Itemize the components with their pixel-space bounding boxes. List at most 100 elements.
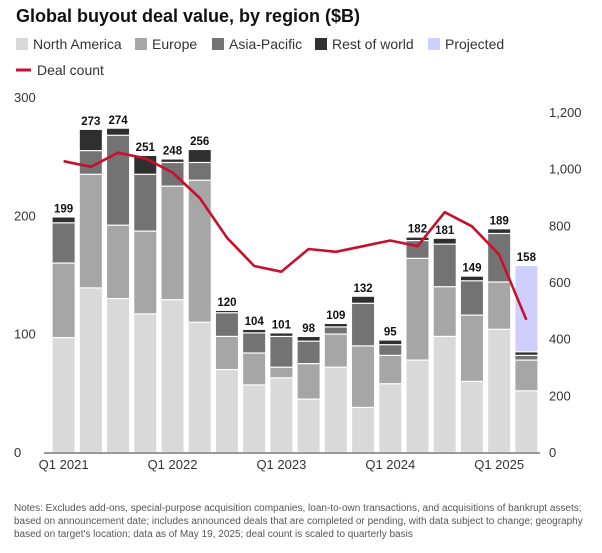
bar-segment — [433, 287, 456, 336]
left-axis: 0 100 200 300 — [14, 90, 36, 460]
bar-segment — [79, 151, 102, 174]
note-line: based on announcement date; includes ann… — [14, 516, 583, 527]
bar-segment — [270, 337, 293, 367]
legend-swatch — [315, 38, 327, 50]
legend-label: Projected — [445, 36, 504, 52]
bar-segment — [107, 225, 130, 298]
bar-segment — [297, 341, 320, 364]
y-right-tick: 400 — [549, 332, 571, 347]
bar-segment — [379, 355, 402, 384]
total-label: 98 — [302, 323, 315, 335]
bar-segment — [107, 128, 130, 135]
x-tick-label: Q1 2025 — [474, 457, 524, 472]
bar-segment — [379, 384, 402, 452]
total-label: 109 — [326, 310, 345, 322]
legend-label: Deal count — [37, 62, 104, 78]
deal-count-line-group — [63, 151, 528, 321]
bar-segment — [188, 180, 211, 322]
bar-segment — [161, 300, 184, 452]
bar-segment — [488, 282, 511, 329]
bar-segment — [134, 314, 157, 452]
bar-segment — [488, 229, 511, 233]
bar-segment — [460, 276, 483, 281]
bar-segment — [215, 311, 238, 313]
bar-segment — [515, 391, 538, 452]
bar-segment — [379, 340, 402, 345]
bar-segment — [79, 174, 102, 288]
bar-segment — [134, 174, 157, 231]
note-line: Notes: Excludes add-ons, special-purpose… — [14, 503, 582, 514]
bar-segment — [515, 360, 538, 391]
bar-segment — [324, 334, 347, 367]
bar-segment — [52, 217, 75, 223]
bar-segment — [352, 303, 375, 346]
bar-segment — [52, 263, 75, 338]
y-left-tick: 0 — [14, 445, 21, 460]
total-label: 101 — [272, 319, 292, 331]
bar-segment — [433, 238, 456, 244]
total-label: 182 — [408, 224, 427, 236]
bars — [52, 128, 538, 452]
bar-segment — [270, 367, 293, 378]
total-label: 104 — [245, 316, 265, 328]
legend: North America Europe Asia-Pacific Rest of w… — [16, 36, 504, 78]
bar-segment — [324, 367, 347, 452]
total-label: 149 — [462, 263, 481, 275]
legend-label: North America — [33, 36, 122, 52]
legend-swatch — [428, 38, 440, 50]
bar-segment — [270, 333, 293, 336]
total-labels: 199 273 274 251 248 256 120 104 101 98 109 132 95 182… — [54, 115, 537, 339]
right-axis: 0 200 400 600 800 1,000 1,200 — [549, 105, 582, 460]
bar-segment — [324, 324, 347, 327]
bar-segment — [215, 370, 238, 452]
bar-segment — [161, 159, 184, 162]
total-label: 199 — [54, 204, 73, 216]
bar-segment — [324, 327, 347, 334]
bar-segment — [188, 150, 211, 162]
bar-segment — [515, 266, 538, 352]
total-label: 251 — [136, 142, 156, 154]
legend-label: Rest of world — [332, 36, 414, 52]
total-label: 189 — [490, 215, 509, 227]
x-tick-label: Q1 2022 — [148, 457, 198, 472]
bar-segment — [488, 329, 511, 452]
bar-segment — [460, 382, 483, 452]
bar-segment — [243, 329, 266, 333]
total-label: 132 — [353, 283, 372, 295]
legend-swatch — [135, 38, 147, 50]
bar-segment — [161, 163, 184, 186]
bar-segment — [515, 355, 538, 360]
bar-segment — [406, 237, 429, 240]
legend-label: Asia-Pacific — [229, 36, 302, 52]
bar-segment — [433, 244, 456, 287]
bar-segment — [352, 408, 375, 452]
bar-segment — [243, 333, 266, 353]
y-right-tick: 0 — [549, 445, 556, 460]
bar-segment — [107, 135, 130, 225]
y-right-tick: 600 — [549, 275, 571, 290]
y-left-tick: 100 — [14, 327, 36, 342]
y-left-tick: 200 — [14, 208, 36, 223]
bar-segment — [515, 352, 538, 355]
bar-segment — [107, 299, 130, 452]
bar-segment — [379, 345, 402, 355]
bar-segment — [352, 346, 375, 407]
legend-swatch — [16, 38, 28, 50]
notes: Notes: Excludes add-ons, special-purpose… — [14, 503, 583, 540]
bar-segment — [270, 378, 293, 452]
note-line: based on target's location; data as of M… — [14, 529, 413, 540]
bar-segment — [215, 337, 238, 369]
bar-segment — [352, 296, 375, 303]
total-label: 256 — [190, 136, 209, 148]
bar-segment — [188, 163, 211, 180]
bar-segment — [243, 385, 266, 452]
deal-count-line — [63, 151, 528, 321]
total-label: 158 — [517, 252, 537, 264]
total-label: 248 — [163, 146, 183, 158]
y-right-tick: 1,200 — [549, 105, 582, 120]
total-label: 273 — [81, 116, 100, 128]
y-right-tick: 1,000 — [549, 162, 582, 177]
x-axis: Q1 2021 Q1 2022 Q1 2023 Q1 2024 Q1 2025 — [39, 452, 540, 472]
bar-segment — [297, 337, 320, 341]
